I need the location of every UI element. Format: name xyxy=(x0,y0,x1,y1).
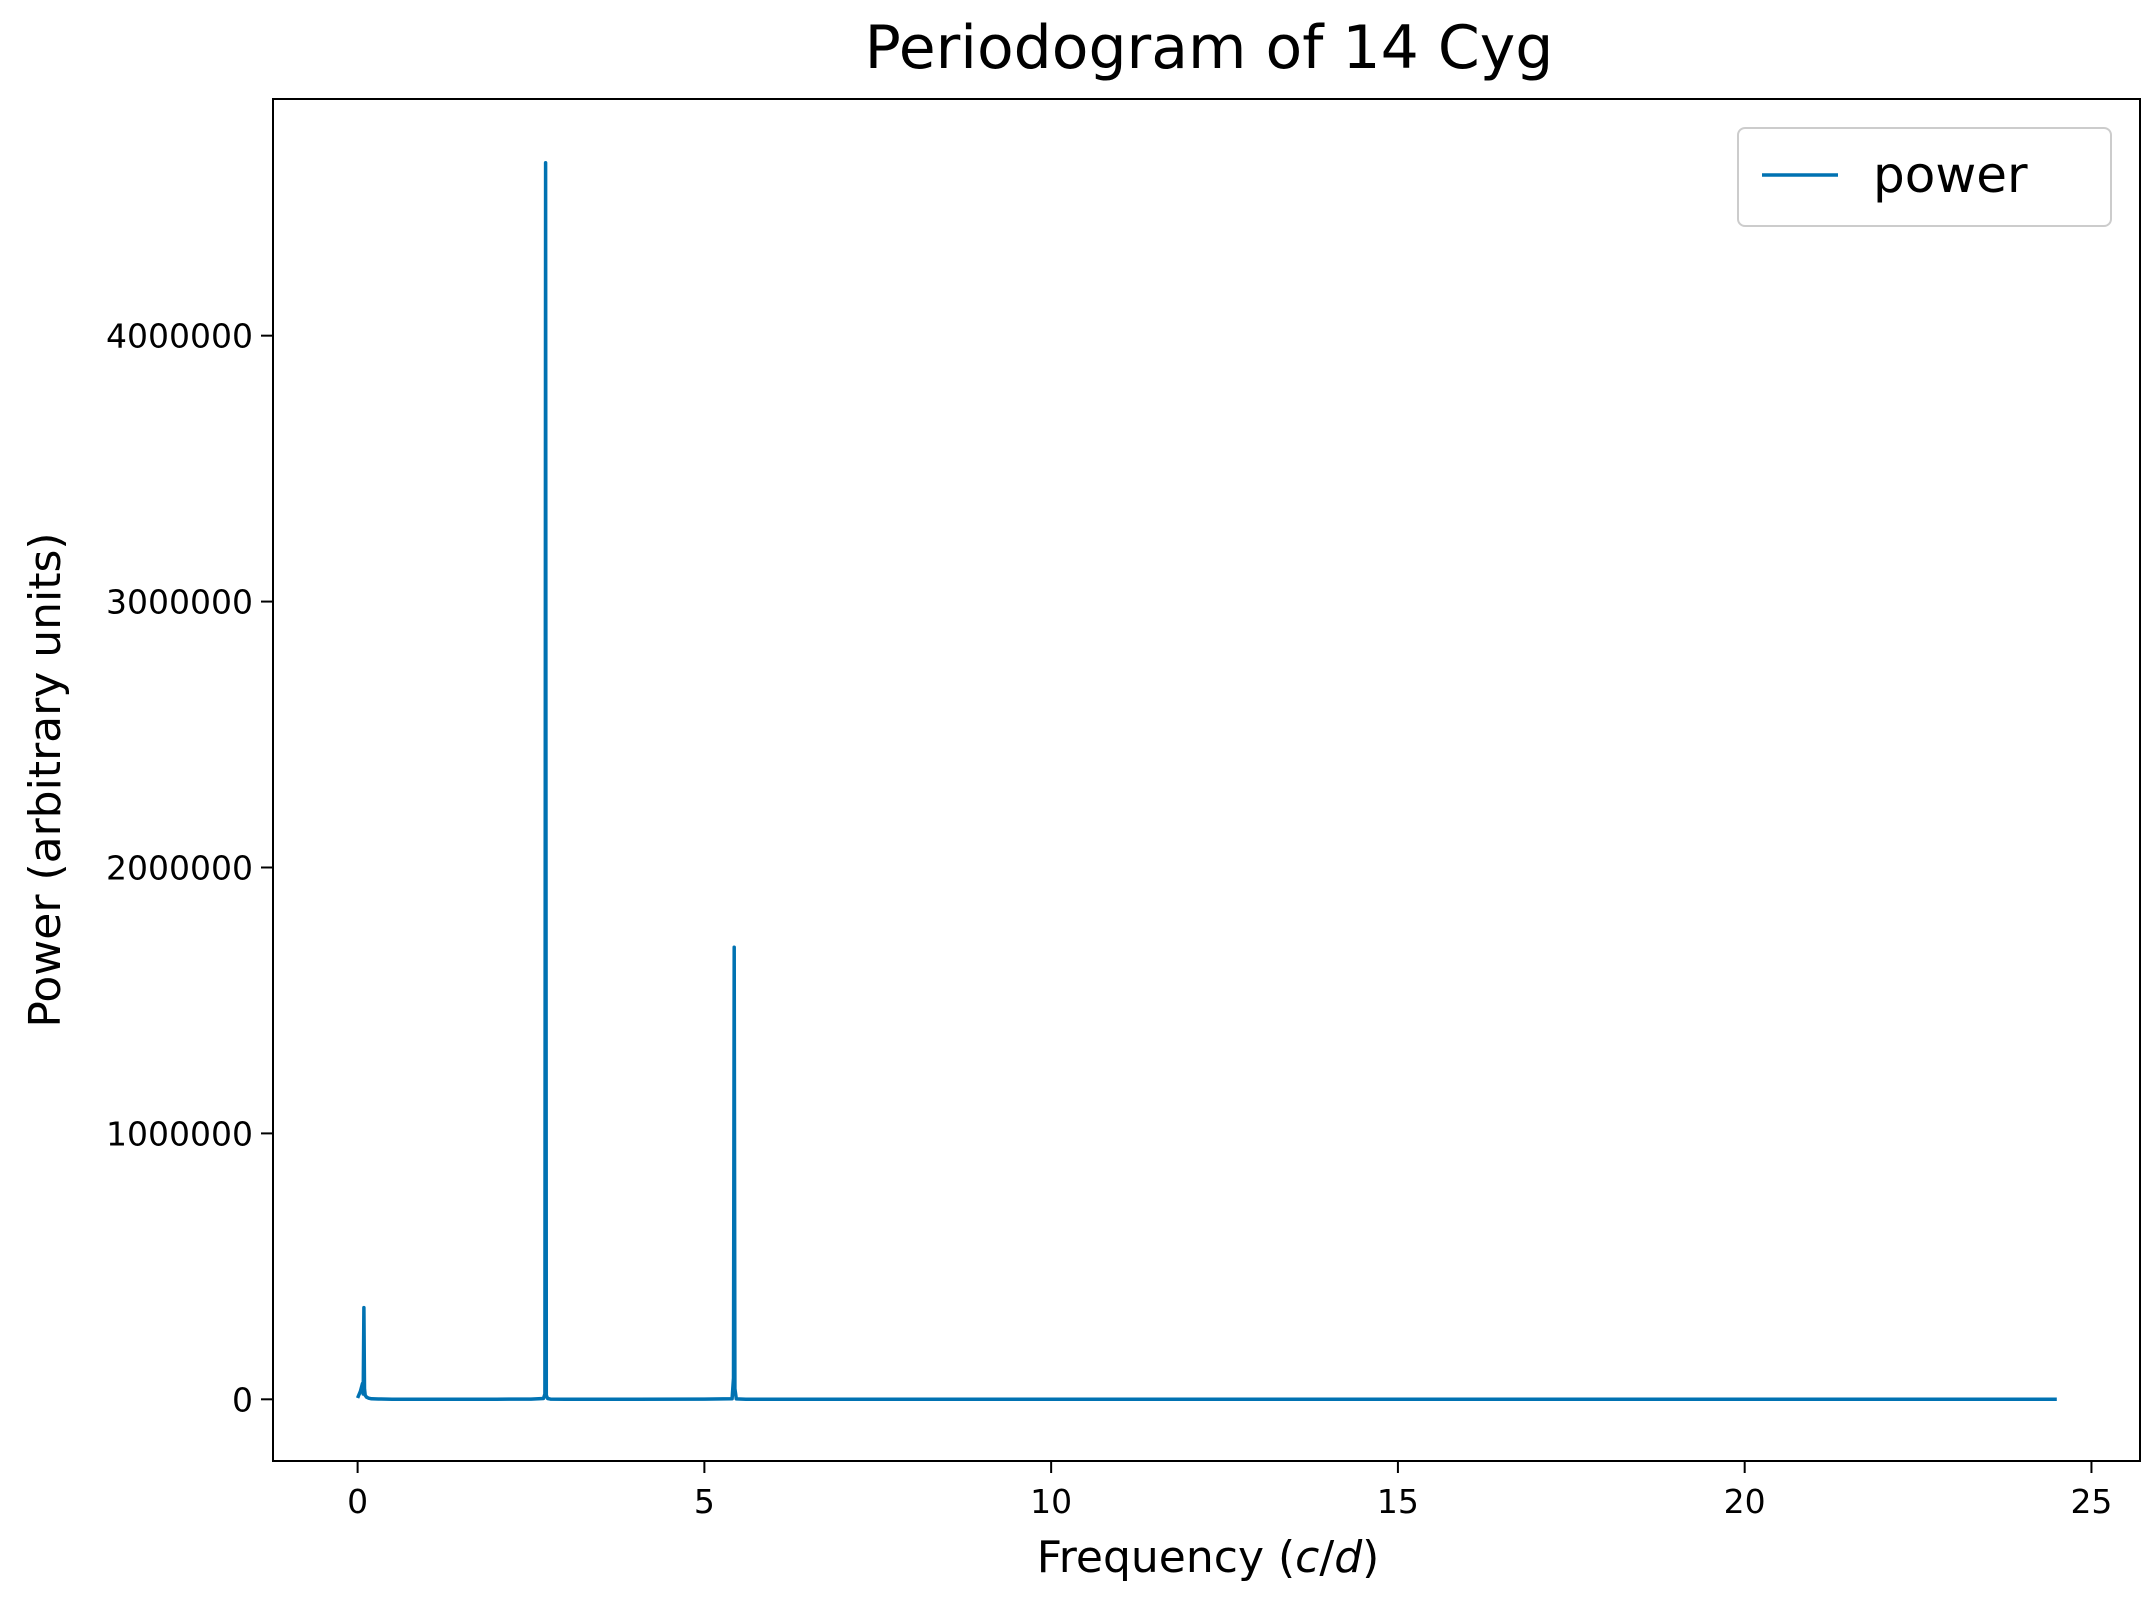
plot-frame xyxy=(272,98,2141,1462)
x-axis-label: Frequency (c/d) xyxy=(1037,1532,1380,1583)
y-tick-label: 0 xyxy=(232,1380,253,1419)
y-tick-label: 2000000 xyxy=(106,848,253,887)
x-tick-label: 20 xyxy=(1724,1482,1766,1521)
y-tick-label: 4000000 xyxy=(106,317,253,356)
power-series-line xyxy=(355,161,2057,1402)
x-tick-label: 10 xyxy=(1030,1482,1072,1521)
x-tick-label: 15 xyxy=(1377,1482,1419,1521)
legend-box xyxy=(1737,127,2112,227)
x-tick-label: 5 xyxy=(694,1482,715,1521)
x-tick-label: 0 xyxy=(347,1482,368,1521)
chart-title: Periodogram of 14 Cyg xyxy=(865,13,1554,83)
y-axis-ticks: 0 1000000 2000000 3000000 4000000 xyxy=(106,317,273,1419)
plot-area: 0 5 10 15 20 25 0 1000000 2000000 3000000 4000000 xyxy=(106,98,2141,1521)
y-axis-label: Power (arbitrary units) xyxy=(20,532,71,1027)
legend-label-power: power xyxy=(1873,146,2028,204)
y-tick-label: 3000000 xyxy=(106,583,253,622)
x-tick-label: 25 xyxy=(2070,1482,2112,1521)
x-axis-ticks: 0 5 10 15 20 25 xyxy=(347,1461,2112,1521)
y-tick-label: 1000000 xyxy=(106,1114,253,1153)
legend: power xyxy=(1737,127,2112,227)
